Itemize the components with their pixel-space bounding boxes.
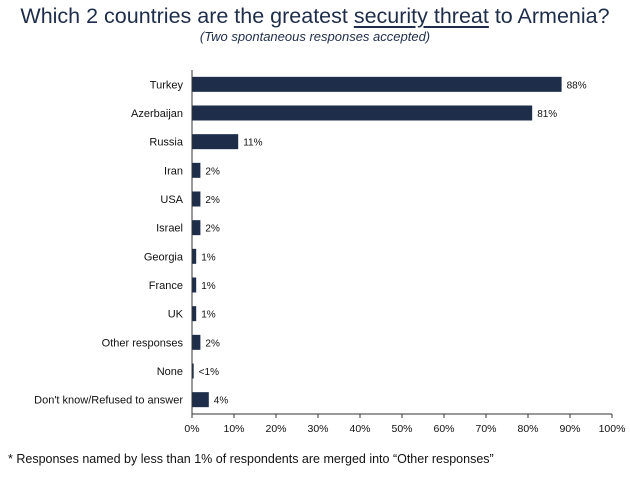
category-label: Russia	[149, 137, 184, 149]
bar-8	[192, 306, 197, 322]
category-label: UK	[168, 309, 184, 321]
x-tick-label: 50%	[391, 423, 412, 435]
category-label: None	[157, 366, 183, 378]
chart-subtitle: (Two spontaneous responses accepted)	[199, 29, 431, 44]
value-label: 2%	[205, 166, 220, 177]
bar-10	[192, 363, 194, 379]
bar-4	[192, 191, 201, 207]
value-label: 1%	[201, 310, 216, 321]
category-label: Israel	[156, 223, 183, 235]
footnote: * Responses named by less than 1% of res…	[8, 452, 494, 466]
chart-title: Which 2 countries are the greatest secur…	[0, 4, 630, 29]
x-tick-label: 70%	[475, 423, 496, 435]
category-label: Other responses	[102, 337, 184, 349]
category-label: Iran	[164, 165, 183, 177]
x-tick-label: 20%	[265, 423, 286, 435]
category-label: Don't know/Refused to answer	[34, 395, 183, 407]
bar-9	[192, 334, 201, 350]
value-label: 81%	[537, 109, 557, 120]
bar-1	[192, 105, 533, 121]
category-label: Georgia	[144, 251, 184, 263]
bar-3	[192, 162, 201, 178]
x-tick-label: 10%	[223, 423, 244, 435]
category-label: France	[149, 280, 183, 292]
title-suffix: to Armenia?	[488, 4, 610, 28]
x-tick-label: 80%	[517, 423, 538, 435]
value-label: 2%	[205, 338, 220, 349]
x-tick-label: 30%	[307, 423, 328, 435]
title-prefix: Which 2 countries are the greatest	[20, 4, 354, 28]
x-tick-label: 100%	[599, 423, 626, 435]
bar-5	[192, 220, 201, 236]
bar-0	[192, 76, 562, 92]
value-label: 11%	[243, 138, 262, 149]
x-tick-label: 0%	[184, 423, 199, 435]
value-label: 2%	[205, 195, 220, 206]
category-label: Azerbaijan	[131, 108, 183, 120]
category-label: Turkey	[150, 79, 184, 91]
x-tick-label: 90%	[559, 423, 580, 435]
bar-6	[192, 248, 197, 264]
bar-11	[192, 392, 209, 408]
category-label: USA	[160, 194, 183, 206]
bar-7	[192, 277, 197, 293]
value-label: 1%	[201, 252, 216, 263]
value-label: 88%	[567, 80, 587, 91]
value-label: <1%	[199, 367, 219, 378]
title-underlined: security threat	[353, 4, 489, 28]
bar-2	[192, 134, 239, 150]
value-label: 4%	[214, 396, 229, 407]
value-label: 1%	[201, 281, 216, 292]
x-tick-label: 40%	[349, 423, 370, 435]
value-label: 2%	[205, 224, 220, 235]
x-tick-label: 60%	[433, 423, 454, 435]
